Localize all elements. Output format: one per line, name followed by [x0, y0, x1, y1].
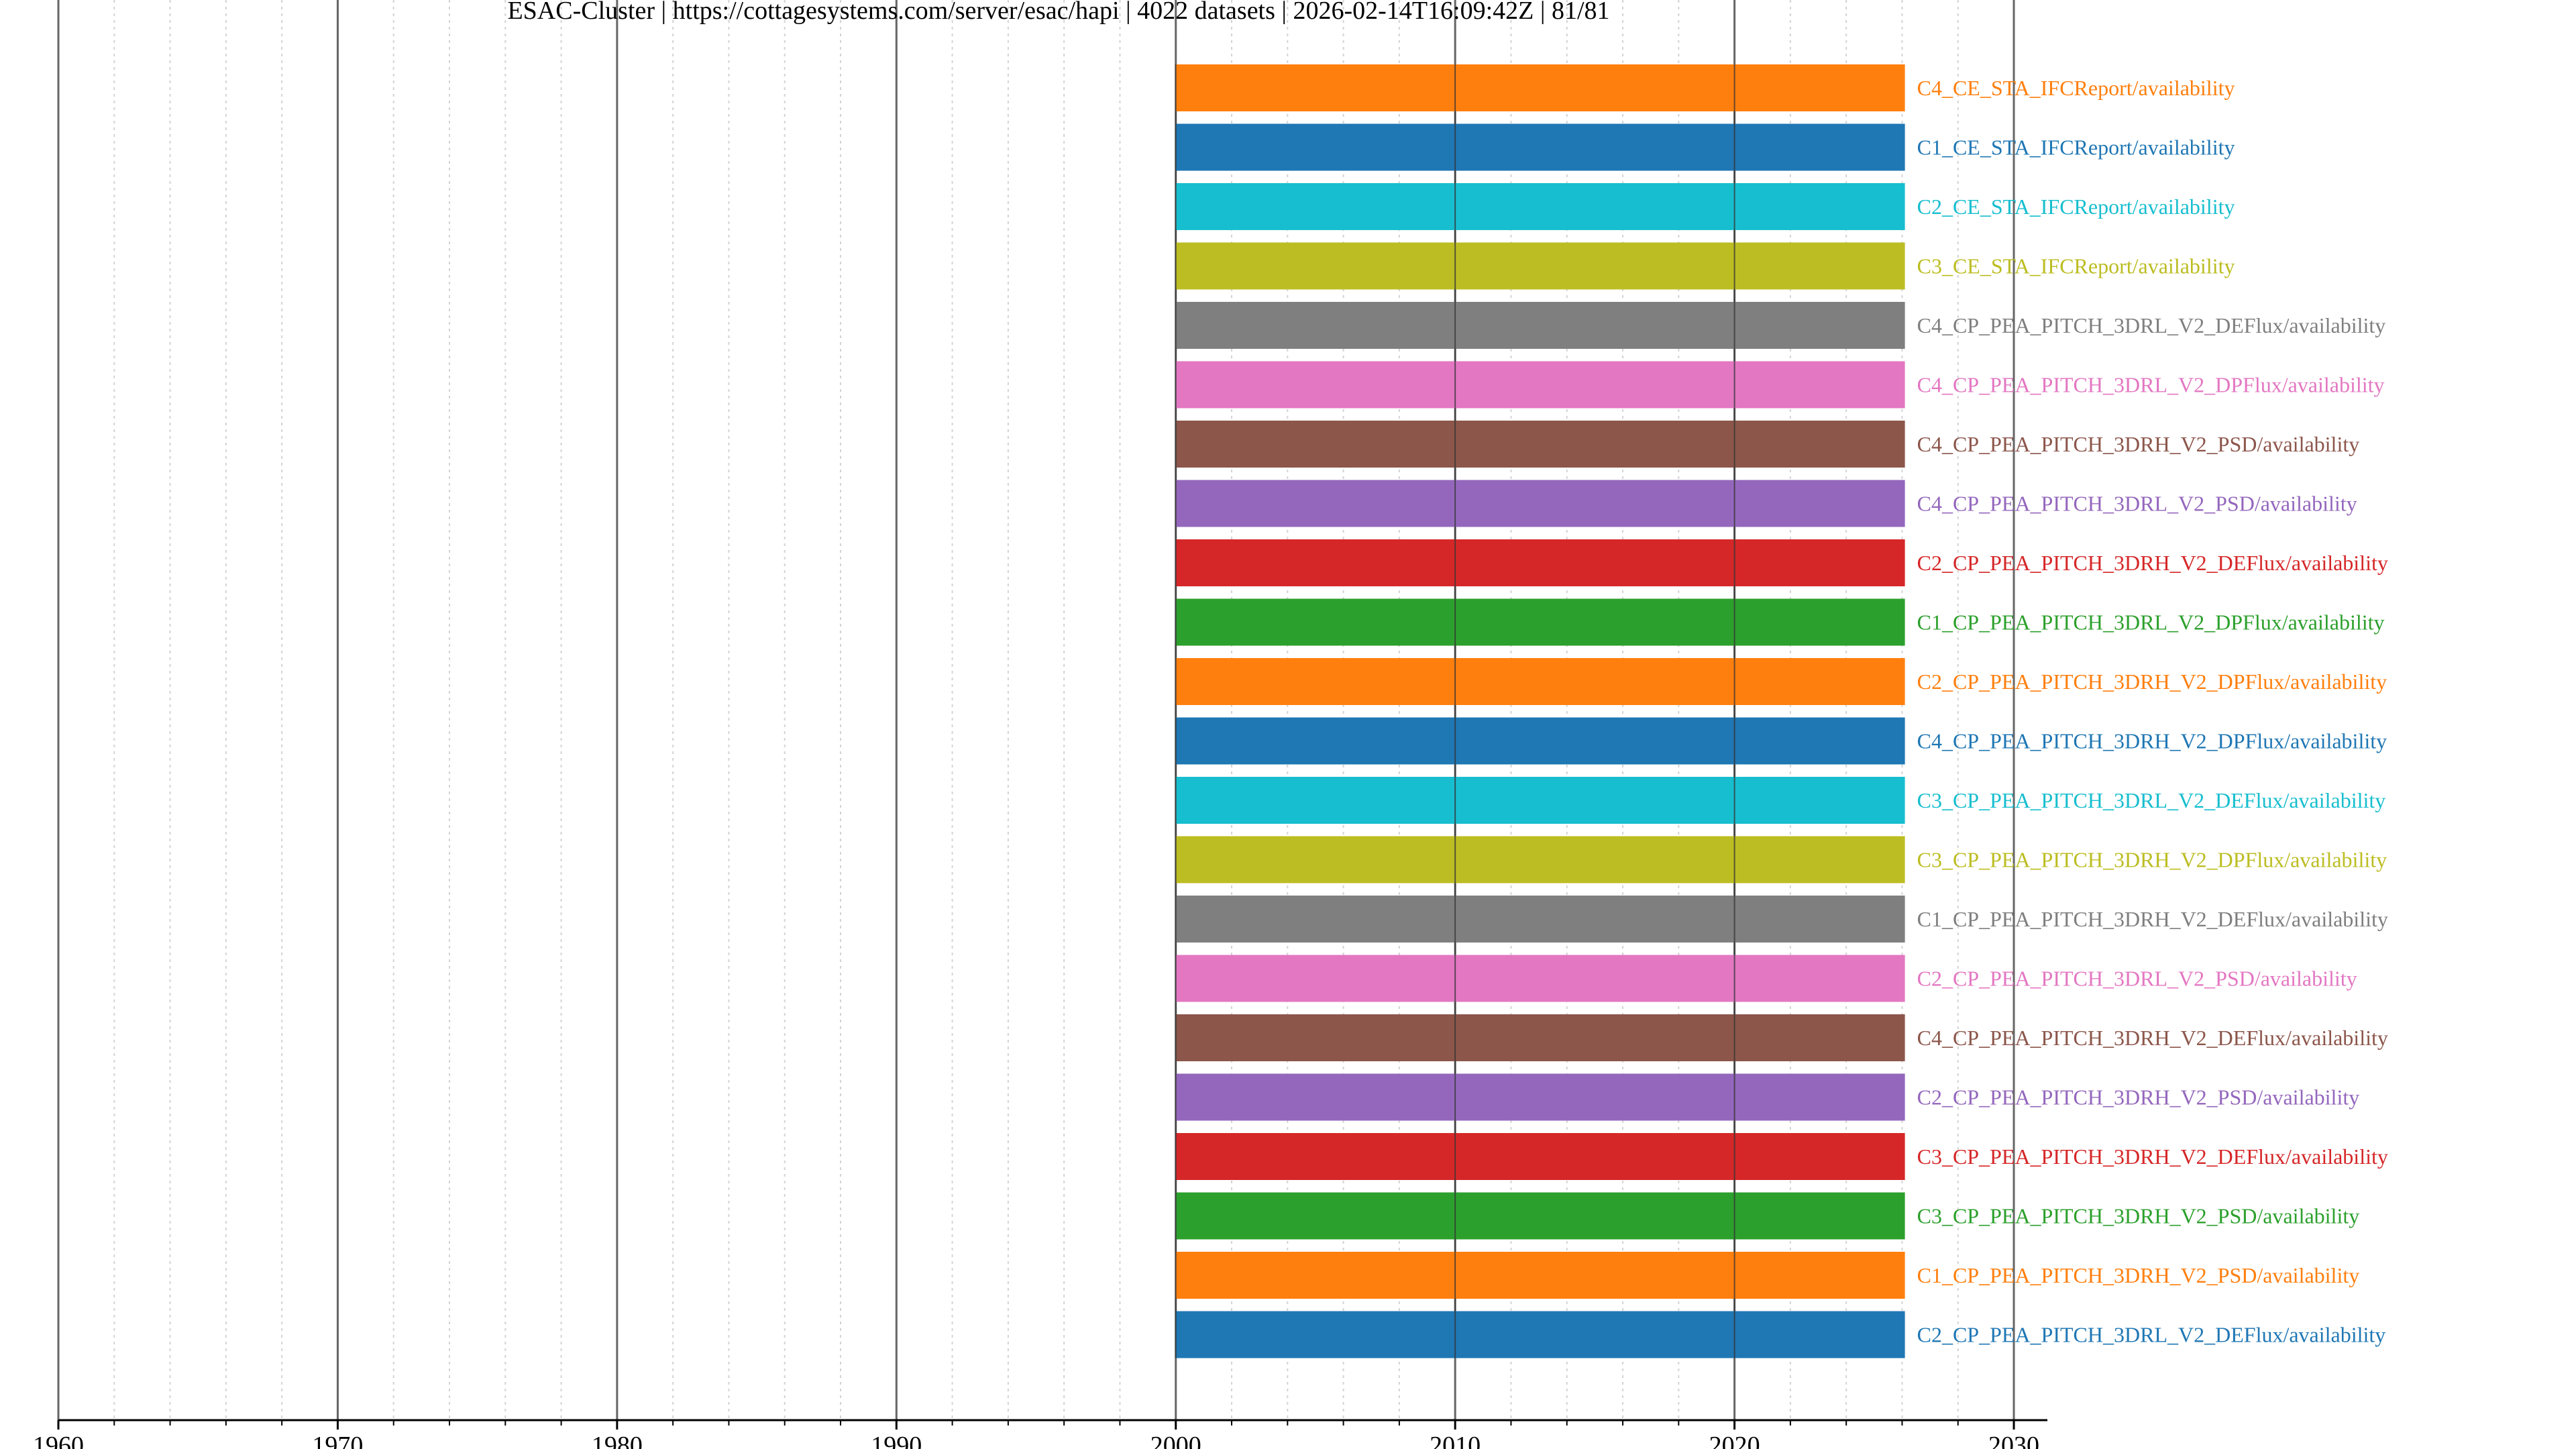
x-tick-label: 1990 [871, 1432, 922, 1449]
availability-bar [1175, 183, 1905, 230]
bar-label: C3_CP_PEA_PITCH_3DRH_V2_PSD/availability [1917, 1204, 2360, 1228]
bar-label: C2_CP_PEA_PITCH_3DRL_V2_DEFlux/availabil… [1917, 1323, 2386, 1347]
bar-label: C4_CP_PEA_PITCH_3DRL_V2_PSD/availability [1917, 492, 2357, 516]
availability-bar [1175, 1014, 1905, 1061]
availability-bar [1175, 480, 1905, 527]
x-tick-label: 2020 [1709, 1432, 1760, 1449]
bar-label: C3_CP_PEA_PITCH_3DRH_V2_DPFlux/availabil… [1917, 848, 2387, 872]
availability-bar [1175, 539, 1905, 586]
bar-label: C4_CP_PEA_PITCH_3DRL_V2_DPFlux/availabil… [1917, 373, 2385, 397]
availability-bar [1175, 777, 1905, 824]
bar-label: C1_CE_STA_IFCReport/availability [1917, 136, 2235, 160]
bar-label: C2_CP_PEA_PITCH_3DRH_V2_DEFlux/availabil… [1917, 551, 2388, 575]
bar-label: C2_CP_PEA_PITCH_3DRH_V2_DPFlux/availabil… [1917, 669, 2387, 694]
bar-label: C3_CP_PEA_PITCH_3DRL_V2_DEFlux/availabil… [1917, 788, 2386, 812]
bar-label: C1_CP_PEA_PITCH_3DRH_V2_DEFlux/availabil… [1917, 907, 2388, 931]
bar-labels: C4_CE_STA_IFCReport/availability C1_CE_ST… [1917, 76, 2388, 1347]
x-tick-label: 2010 [1430, 1432, 1481, 1449]
availability-bar [1175, 1311, 1905, 1358]
availability-bar [1175, 361, 1905, 409]
bar-label: C4_CP_PEA_PITCH_3DRH_V2_DPFlux/availabil… [1917, 729, 2387, 753]
x-tick-label: 1980 [592, 1432, 643, 1449]
bar-label: C4_CE_STA_IFCReport/availability [1917, 76, 2235, 100]
availability-bar [1175, 302, 1905, 349]
x-tick-label: 1960 [33, 1432, 84, 1449]
bar-label: C1_CP_PEA_PITCH_3DRL_V2_DPFlux/availabil… [1917, 610, 2385, 635]
availability-bar [1175, 955, 1905, 1002]
availability-bar [1175, 64, 1905, 111]
availability-bar [1175, 836, 1905, 883]
x-tick-label: 2000 [1150, 1432, 1201, 1449]
bar-label: C3_CP_PEA_PITCH_3DRH_V2_DEFlux/availabil… [1917, 1144, 2388, 1169]
bar-label: C4_CP_PEA_PITCH_3DRH_V2_DEFlux/availabil… [1917, 1026, 2388, 1050]
bar-label: C4_CP_PEA_PITCH_3DRL_V2_DEFlux/availabil… [1917, 313, 2386, 337]
availability-bar [1175, 123, 1905, 171]
x-tick-label: 1970 [312, 1432, 363, 1449]
chart-title: ESAC-Cluster | https://cottagesystems.co… [507, 0, 1609, 25]
availability-bar [1175, 717, 1905, 765]
bar-label: C4_CP_PEA_PITCH_3DRH_V2_PSD/availability [1917, 432, 2360, 456]
bar-label: C1_CP_PEA_PITCH_3DRH_V2_PSD/availability [1917, 1263, 2360, 1287]
bar-label: C3_CE_STA_IFCReport/availability [1917, 254, 2235, 278]
availability-bar [1175, 1252, 1905, 1299]
x-tick-label: 2030 [1988, 1432, 2039, 1449]
availability-bar [1175, 1133, 1905, 1180]
availability-bar [1175, 242, 1905, 290]
availability-bar [1175, 421, 1905, 468]
x-axis: 1960 1970 1980 1990 2000 2010 2020 2030 [33, 1419, 2047, 1449]
availability-bar [1175, 1073, 1905, 1121]
availability-bar [1175, 1192, 1905, 1240]
availability-bar [1175, 658, 1905, 705]
availability-bar [1175, 598, 1905, 646]
bar-label: C2_CE_STA_IFCReport/availability [1917, 195, 2235, 219]
bars [1175, 64, 1905, 1358]
availability-bar [1175, 896, 1905, 943]
bar-label: C2_CP_PEA_PITCH_3DRH_V2_PSD/availability [1917, 1085, 2360, 1110]
bar-label: C2_CP_PEA_PITCH_3DRL_V2_PSD/availability [1917, 967, 2357, 991]
